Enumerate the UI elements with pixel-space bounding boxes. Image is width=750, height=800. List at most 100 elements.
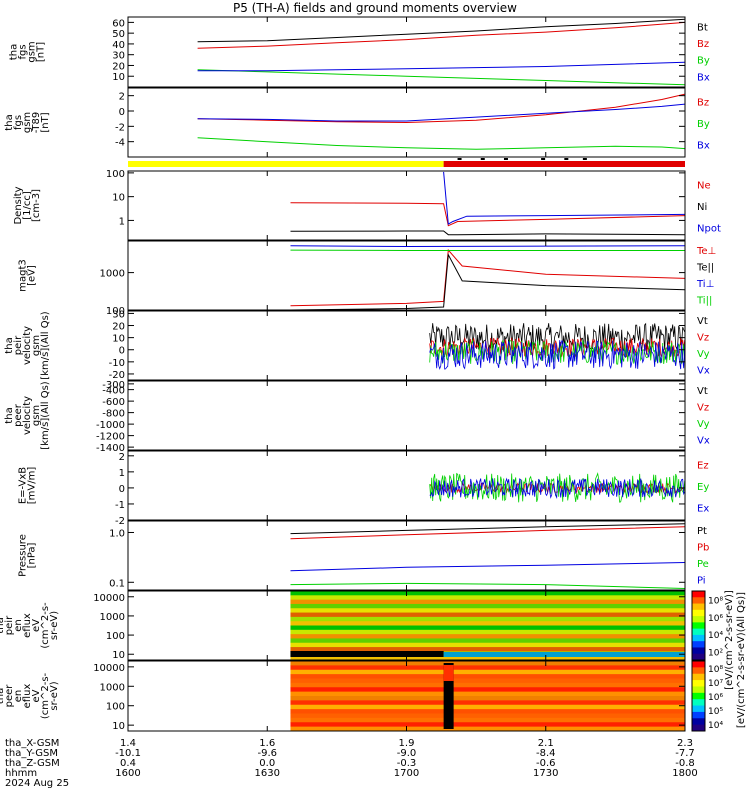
ylabel-line: gsm: [31, 335, 42, 356]
xaxis-rowlabel: tha_Z-GSM: [5, 758, 60, 769]
legend-Vy: Vy: [697, 349, 710, 360]
colorbar-cell: [692, 667, 705, 675]
spec-band: [290, 595, 685, 601]
xaxis-value: -0.6: [536, 758, 556, 769]
spec-band: [290, 634, 685, 639]
series-Pe: [290, 582, 686, 589]
legend-Ez: Ez: [697, 460, 709, 471]
ylabel-line: en: [13, 619, 24, 632]
spec-band: [290, 669, 685, 675]
ytick-label: 1: [119, 468, 125, 479]
panel-fgs-dip: thafgsgsm-T89[nT] -4 -2 0 2 Bz By Bx: [4, 87, 710, 158]
spec-band: [290, 726, 685, 732]
ylabel-line: en: [13, 690, 24, 703]
spec-band: [290, 665, 685, 671]
ylabel-line: [1/cc]: [22, 191, 33, 220]
legend-Bx: Bx: [697, 140, 710, 151]
ytick-label: 0: [119, 346, 125, 357]
ylabel-peer-velocity: thapeervelocitygsm[km/s](All Qs): [4, 381, 51, 449]
legend-Vt: Vt: [697, 316, 708, 327]
flag-tick: [582, 158, 587, 160]
ylabel-line: tha: [4, 337, 15, 353]
spec-band: [290, 709, 685, 714]
legend-Vx: Vx: [697, 435, 710, 446]
colorbar-cell: [692, 634, 705, 642]
ylabel-line: [eV]: [27, 265, 38, 286]
spec-band: [290, 713, 685, 719]
colorbar-cell: [692, 647, 705, 655]
ytick-label: 60: [112, 18, 125, 29]
series-Vy: [429, 338, 686, 365]
panel-peer-velocity: thapeervelocitygsm[km/s](All Qs) -1400-12…: [4, 380, 710, 454]
xaxis-value: 1800: [672, 768, 697, 779]
panel-efield: E=-VxB[mV/m] -2 -1 0 1 2 Ez Ey Ex: [18, 450, 709, 527]
spec-band: [290, 655, 685, 661]
ytick-label: 10: [112, 650, 125, 661]
colorbar-label: [eV/(cm^2-s-sr-eV)(All Qs)]: [736, 592, 747, 728]
series-Ti⊥: [290, 245, 686, 248]
series-Ne: [290, 202, 686, 227]
series-Bx: [197, 103, 686, 122]
ytick-label: 10000: [93, 593, 125, 604]
ylabel-line: tha: [0, 688, 6, 704]
ylabel-line: [nPa]: [27, 542, 38, 568]
panel-density: Density[1/cc][cm-3] 1 10 100 Ne Ni Npot: [13, 169, 721, 241]
ylabel-pressure: Pressure[nPa]: [18, 534, 38, 577]
panel-peir-velocity: thapeirvelocitygsm[km/s](All Qs) -20-1001…: [4, 309, 710, 381]
spec-band: [290, 591, 685, 596]
ylabel-line: gsm: [27, 41, 38, 62]
ylabel-line: tha: [4, 407, 15, 423]
ytick-label: -20: [109, 370, 125, 381]
legend-Ex: Ex: [697, 503, 709, 514]
ytick-label: -2: [115, 516, 125, 527]
ytick-label: 0.1: [109, 578, 125, 589]
flag-bar-good: [128, 161, 444, 167]
legend-Ne: Ne: [697, 180, 711, 191]
plot-title: P5 (TH-A) fields and ground moments over…: [233, 1, 517, 15]
series-By: [197, 69, 686, 86]
colorbar-label2: [eV/(cm^2-s-sr-eV)]: [724, 590, 735, 690]
ylabel-line: [mV/m]: [27, 467, 38, 505]
ytick-label: 30: [112, 309, 125, 320]
ylabel-line: gsm: [31, 405, 42, 426]
ylabel-line: tha: [9, 44, 20, 60]
colorbar-tick: 10⁴: [708, 631, 723, 641]
colorbar-cell: [692, 724, 705, 732]
panel-frame: [127, 380, 686, 451]
ytick-label: -4: [115, 138, 125, 149]
ylabel-peir-velocity: thapeirvelocitygsm[km/s](All Qs): [4, 311, 51, 379]
legend-Ti⊥: Ti⊥: [696, 279, 714, 290]
xaxis-value: -7.7: [675, 748, 695, 759]
series-Te||: [290, 253, 686, 311]
ylabel-fgs-dip: thafgsgsm-T89[nT]: [4, 112, 51, 134]
legend-Pt: Pt: [697, 526, 707, 537]
spec-band: [290, 691, 685, 697]
spec-gap: [443, 663, 454, 729]
spec-band: [290, 678, 685, 684]
legend-Pb: Pb: [697, 543, 709, 554]
xaxis-rowlabel: tha_X-GSM: [5, 738, 59, 749]
spec-band: [290, 682, 685, 688]
xaxis-value: 1600: [115, 768, 140, 779]
flag-tick: [541, 158, 546, 160]
ytick-label: 0: [119, 107, 125, 118]
ytick-label: 100: [106, 169, 125, 180]
spec-band: [290, 621, 685, 626]
panel-frame: [127, 170, 686, 241]
xaxis-value: -0.3: [397, 758, 417, 769]
colorbar-cell: [692, 622, 705, 630]
colorbar-cell: [692, 692, 705, 700]
panel-frame: [127, 520, 686, 591]
ytick-label: 10: [112, 334, 125, 345]
xaxis-value: 1730: [533, 768, 558, 779]
colorbar-cell: [692, 628, 705, 636]
panel-peer-spectrogram: thapeerenefluxeV(cm^2-s-sr-eV) 10 100 1000 1…: [0, 660, 723, 732]
ylabel-line: fgs: [13, 115, 24, 130]
spec-band: [290, 687, 685, 693]
legend-Ey: Ey: [697, 482, 709, 493]
legend-By: By: [697, 119, 710, 130]
spec-band: [290, 700, 685, 706]
colorbar-cell: [692, 673, 705, 681]
colorbar-tick: 10⁷: [708, 679, 723, 689]
